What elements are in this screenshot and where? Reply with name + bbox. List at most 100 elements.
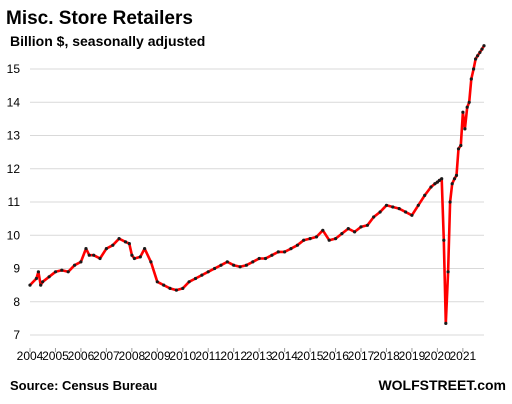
data-point [448, 200, 452, 204]
data-point [174, 288, 178, 292]
data-point [482, 44, 486, 48]
data-point [459, 143, 463, 148]
data-point [454, 173, 459, 177]
data-point [130, 253, 134, 257]
data-point [433, 182, 437, 186]
y-axis-ticks: 7 8 9 10 11 12 13 14 15 [7, 62, 21, 342]
data-point [450, 182, 454, 186]
x-tick-label: 2018 [373, 349, 400, 363]
data-point [73, 263, 77, 267]
data-point [53, 270, 58, 274]
y-tick-label: 7 [13, 328, 20, 342]
data-point [469, 77, 473, 81]
data-point [452, 177, 457, 181]
data-point [123, 240, 128, 244]
data-point [314, 235, 319, 239]
data-point [200, 273, 204, 277]
data-point [138, 255, 142, 259]
data-point [346, 227, 350, 231]
data-point [444, 321, 448, 325]
data-point [327, 238, 331, 242]
x-tick-label: 2015 [297, 349, 324, 363]
x-tick-label: 2009 [144, 349, 171, 363]
data-point [219, 263, 223, 267]
data-point [391, 205, 395, 209]
data-point [334, 237, 338, 241]
data-point [155, 280, 159, 284]
data-point [295, 243, 299, 247]
data-point [79, 260, 83, 264]
y-tick-label: 9 [13, 262, 20, 276]
data-point [404, 210, 408, 214]
data-point [423, 193, 427, 197]
data-point [66, 270, 70, 274]
data-point [60, 268, 64, 272]
data-point [206, 270, 210, 274]
data-point [213, 266, 217, 271]
gridlines [30, 68, 484, 336]
data-point [111, 243, 115, 247]
x-tick-label: 2006 [68, 349, 95, 363]
x-tick-label: 2013 [246, 349, 273, 363]
data-point [132, 256, 136, 261]
data-point [289, 247, 293, 251]
data-point [429, 185, 433, 189]
data-point [187, 280, 191, 284]
data-point [251, 260, 255, 264]
data-point [276, 250, 280, 254]
x-tick-label: 2005 [42, 349, 69, 363]
data-point [442, 238, 446, 242]
data-point [87, 253, 91, 257]
data-point [168, 286, 172, 290]
x-tick-label: 2019 [399, 349, 426, 363]
chart-subtitle: Billion $, seasonally adjusted [10, 33, 205, 49]
data-point [474, 57, 478, 61]
x-tick-label: 2016 [322, 349, 349, 363]
x-tick-label: 2011 [195, 349, 221, 363]
data-point [456, 147, 461, 151]
source-note: Source: Census Bureau [10, 378, 157, 393]
data-point [416, 203, 420, 207]
data-point [353, 230, 357, 234]
x-tick-label: 2017 [348, 349, 375, 363]
data-point [461, 110, 465, 114]
y-tick-label: 13 [7, 129, 21, 143]
data-point [478, 50, 482, 55]
data-point [39, 283, 43, 287]
chart-title: Misc. Store Retailers [6, 8, 193, 29]
x-tick-label: 2014 [271, 349, 298, 363]
data-point [476, 54, 480, 58]
data-point [149, 260, 153, 264]
data-point [480, 47, 484, 51]
data-point [98, 256, 102, 261]
x-tick-label: 2021 [450, 349, 477, 363]
data-point [308, 237, 312, 241]
data-point [440, 177, 444, 181]
x-tick-label: 2020 [424, 349, 451, 363]
data-point [372, 215, 376, 219]
data-point [34, 276, 39, 281]
data-point [181, 286, 185, 290]
data-point [263, 256, 268, 261]
y-tick-label: 12 [7, 162, 21, 176]
data-point [104, 247, 108, 251]
data-point [127, 242, 131, 246]
data-point [437, 178, 441, 182]
data-point [365, 223, 369, 227]
x-tick-label: 2004 [17, 349, 44, 363]
x-tick-label: 2008 [118, 349, 145, 363]
data-point [92, 253, 96, 257]
data-point [117, 237, 121, 241]
x-tick-label: 2012 [220, 349, 247, 363]
data-point [446, 270, 450, 274]
data-point [340, 232, 344, 236]
data-point [270, 253, 274, 257]
series-line [28, 44, 486, 325]
data-point [244, 263, 248, 267]
data-point [143, 247, 147, 251]
data-point [410, 213, 414, 217]
data-point [232, 263, 236, 267]
data-series [28, 44, 486, 325]
